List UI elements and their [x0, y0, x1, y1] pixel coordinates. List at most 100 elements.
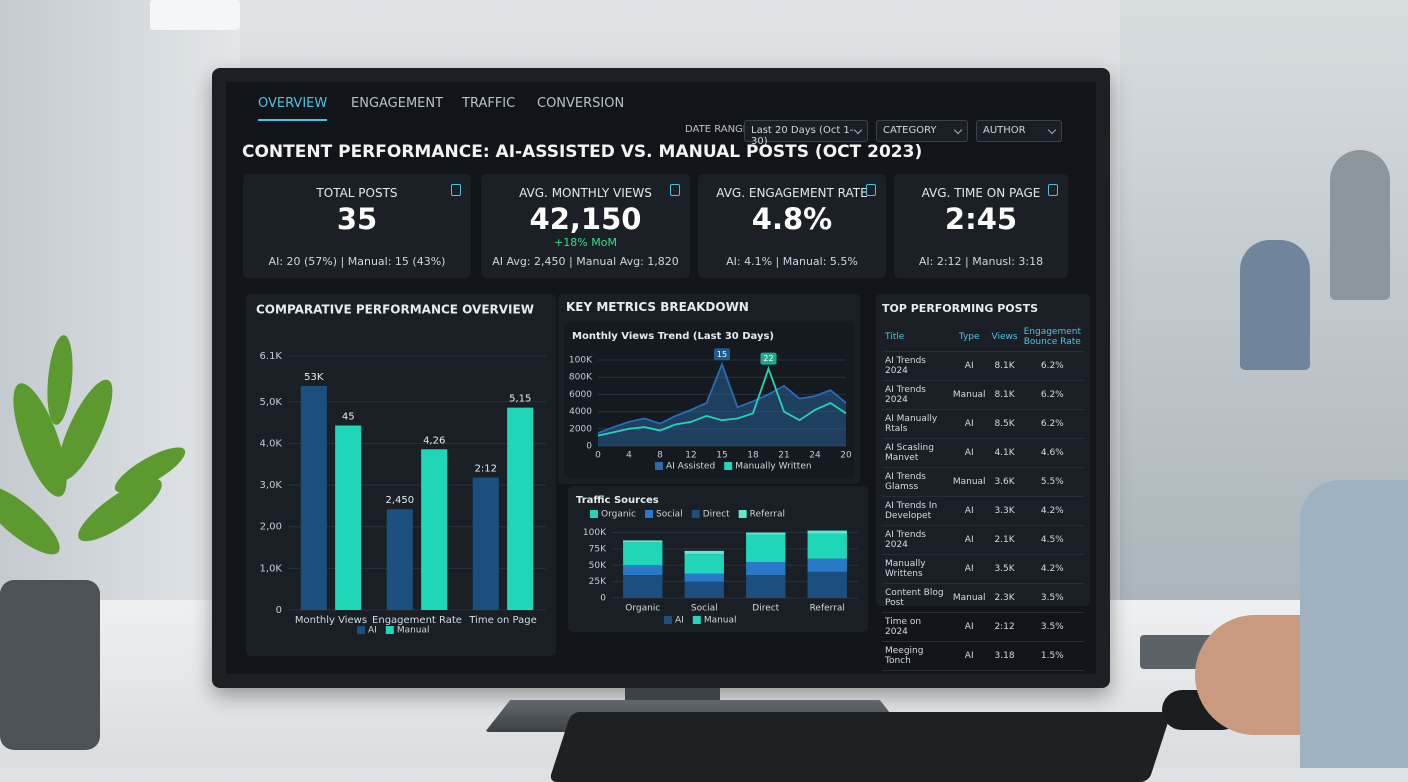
- bar-segment: [746, 575, 786, 598]
- person: [1330, 150, 1390, 300]
- table-cell: Meeging Tonch: [882, 641, 950, 671]
- legend-swatch: [590, 510, 598, 518]
- annotation: 15: [717, 350, 727, 359]
- column-header: Engagement Bounce Rate: [1020, 323, 1084, 352]
- date-range-label: DATE RANGE:: [685, 124, 753, 135]
- category-value: CATEGORY: [883, 125, 937, 136]
- legend-swatch: [691, 510, 700, 518]
- chart: COMPARATIVE PERFORMANCE OVERVIEW 6.1K 5,0K…: [256, 303, 546, 636]
- table-cell: 2:12: [988, 612, 1021, 642]
- category-dropdown[interactable]: CATEGORY: [876, 120, 968, 142]
- bar-segment: [623, 575, 663, 598]
- y-tick-label: 100K: [569, 356, 593, 366]
- legend-swatch: [655, 462, 663, 470]
- chart: Monthly Views Trend (Last 30 Days)100K80…: [569, 331, 852, 472]
- nav-tab[interactable]: CONVERSION: [537, 96, 625, 111]
- legend-label: Direct: [703, 510, 730, 520]
- table-row[interactable]: AI Trends 2024 Manual 8.1K 6.2%: [882, 380, 1084, 410]
- date-range-dropdown[interactable]: Last 20 Days (Oct 1-30): [744, 120, 868, 147]
- nav-tab[interactable]: ENGAGEMENT: [351, 96, 444, 111]
- plant: [0, 335, 186, 750]
- kpi-icon: [670, 184, 680, 196]
- chart-title: COMPARATIVE PERFORMANCE OVERVIEW: [256, 303, 534, 317]
- table-cell: 2.3K: [988, 583, 1021, 613]
- table-cell: AI Trends 2024: [882, 351, 950, 381]
- table-row[interactable]: AI Trends 2024 AI 8.1K 6.2%: [882, 351, 1084, 381]
- table-cell: AI Trends 2024: [882, 380, 950, 410]
- y-tick-label: 4.0K: [260, 438, 283, 449]
- legend-label: AI: [368, 626, 377, 636]
- person: [1240, 240, 1310, 370]
- table-row[interactable]: AI Scasling Manvet AI 4.1K 4.6%: [882, 438, 1084, 468]
- y-tick-label: 4000: [569, 407, 592, 417]
- author-dropdown[interactable]: AUTHOR: [976, 120, 1062, 142]
- table-cell: AI Manually Rtals: [882, 409, 950, 439]
- bar-segment: [684, 550, 724, 555]
- nav-tab[interactable]: OVERVIEW: [258, 96, 328, 121]
- table-row[interactable]: AI Trends In Developet AI 3.3K 4.2%: [882, 496, 1084, 526]
- table-row[interactable]: Content Blog Post Manual 2.3K 3.5%: [882, 583, 1084, 613]
- chart-panel: Traffic Sources 100K 75K 50K 25K 0 Organic Soci…: [568, 486, 868, 632]
- column-header: Views: [988, 323, 1021, 352]
- table-cell: AI: [949, 409, 989, 439]
- bar-segment: [807, 533, 847, 559]
- table-cell: 8.1K: [988, 351, 1021, 381]
- area: [598, 364, 846, 446]
- table-cell: AI Scasling Manvet: [882, 438, 950, 468]
- y-tick-label: 75K: [589, 544, 607, 554]
- table-cell: AI: [949, 438, 989, 468]
- table-cell: AI: [949, 554, 989, 584]
- x-tick-label: Direct: [752, 604, 779, 614]
- bar-segment: [746, 532, 786, 535]
- bar-segment: [684, 581, 724, 598]
- y-tick-label: 100K: [583, 528, 607, 538]
- x-tick-label: 0: [595, 451, 601, 461]
- kpi-card: TOTAL POSTS 35 AI: 20 (57%) | Manual: 15 (…: [243, 174, 471, 278]
- y-tick-label: 50K: [589, 561, 607, 571]
- legend-swatch: [724, 462, 733, 470]
- y-tick-label: 0: [276, 605, 282, 616]
- table-cell: 3.3K: [988, 496, 1021, 526]
- y-tick-label: 25K: [589, 577, 607, 587]
- table-cell: 5.5%: [1020, 467, 1084, 497]
- annotation-badge: [714, 348, 730, 361]
- table-row[interactable]: AI Manually Rtals AI 8.5K 6.2%: [882, 409, 1084, 439]
- chart-panel: Monthly Views Trend (Last 30 Days) 100K 80…: [564, 322, 854, 478]
- y-tick-label: 5,0K: [260, 397, 283, 408]
- kpi-change: +18% MoM: [554, 236, 617, 249]
- table-cell: 6.2%: [1020, 351, 1084, 381]
- table-cell: Manual: [949, 467, 989, 497]
- kpi-value: 2:45: [944, 202, 1018, 236]
- chart-panel: COMPARATIVE PERFORMANCE OVERVIEW 6.1K 5,0K…: [246, 294, 556, 656]
- legend-swatch: [357, 626, 365, 634]
- annotation-badge: [760, 352, 777, 365]
- x-tick-label: 8: [657, 451, 663, 461]
- table-body: AI Trends 2024 AI 8.1K 6.2% AI Trends 2024 Ma…: [882, 351, 1084, 671]
- chevron: [853, 125, 863, 135]
- table-cell: AI Trends Glamss: [882, 467, 950, 497]
- bar: [300, 385, 327, 610]
- y-tick-label: 2000: [569, 424, 592, 434]
- legend-label: AI: [675, 616, 684, 626]
- kpi-card: AVG. ENGAGEMENT RATE 4.8% AI: 4.1% | Manua…: [698, 174, 886, 278]
- kpi-detail: AI: 20 (57%) | Manual: 15 (43%): [268, 255, 446, 268]
- table-row[interactable]: Meeging Tonch AI 3.18 1.5%: [882, 641, 1084, 671]
- nav-tab[interactable]: TRAFFIC: [462, 96, 516, 111]
- table-row[interactable]: AI Trends Glamss Manual 3.6K 5.5%: [882, 467, 1084, 497]
- bar-segment: [623, 542, 663, 566]
- kpi-detail: AI: 2:12 | Manusl: 3:18: [918, 255, 1044, 268]
- table-cell: AI: [949, 612, 989, 642]
- table-cell: AI Trends In Developet: [882, 496, 950, 526]
- table-row[interactable]: Time on 2024 AI 2:12 3.5%: [882, 612, 1084, 642]
- table-row[interactable]: AI Trends 2024 AI 2.1K 4.5%: [882, 525, 1084, 555]
- column-header: Title: [882, 323, 950, 352]
- kpi-icon: [866, 184, 876, 196]
- key-metrics-title: KEY METRICS BREAKDOWN: [566, 300, 749, 314]
- table-row[interactable]: Manually Writtens AI 3.5K 4.2%: [882, 554, 1084, 584]
- y-tick-label: 6000: [569, 390, 592, 400]
- table-cell: 4.5%: [1020, 525, 1084, 555]
- x-tick-label: Time on Page: [468, 615, 537, 626]
- legend-label: Manual: [397, 626, 430, 636]
- y-tick-label: 3,0K: [260, 480, 283, 491]
- bar-segment: [746, 562, 786, 576]
